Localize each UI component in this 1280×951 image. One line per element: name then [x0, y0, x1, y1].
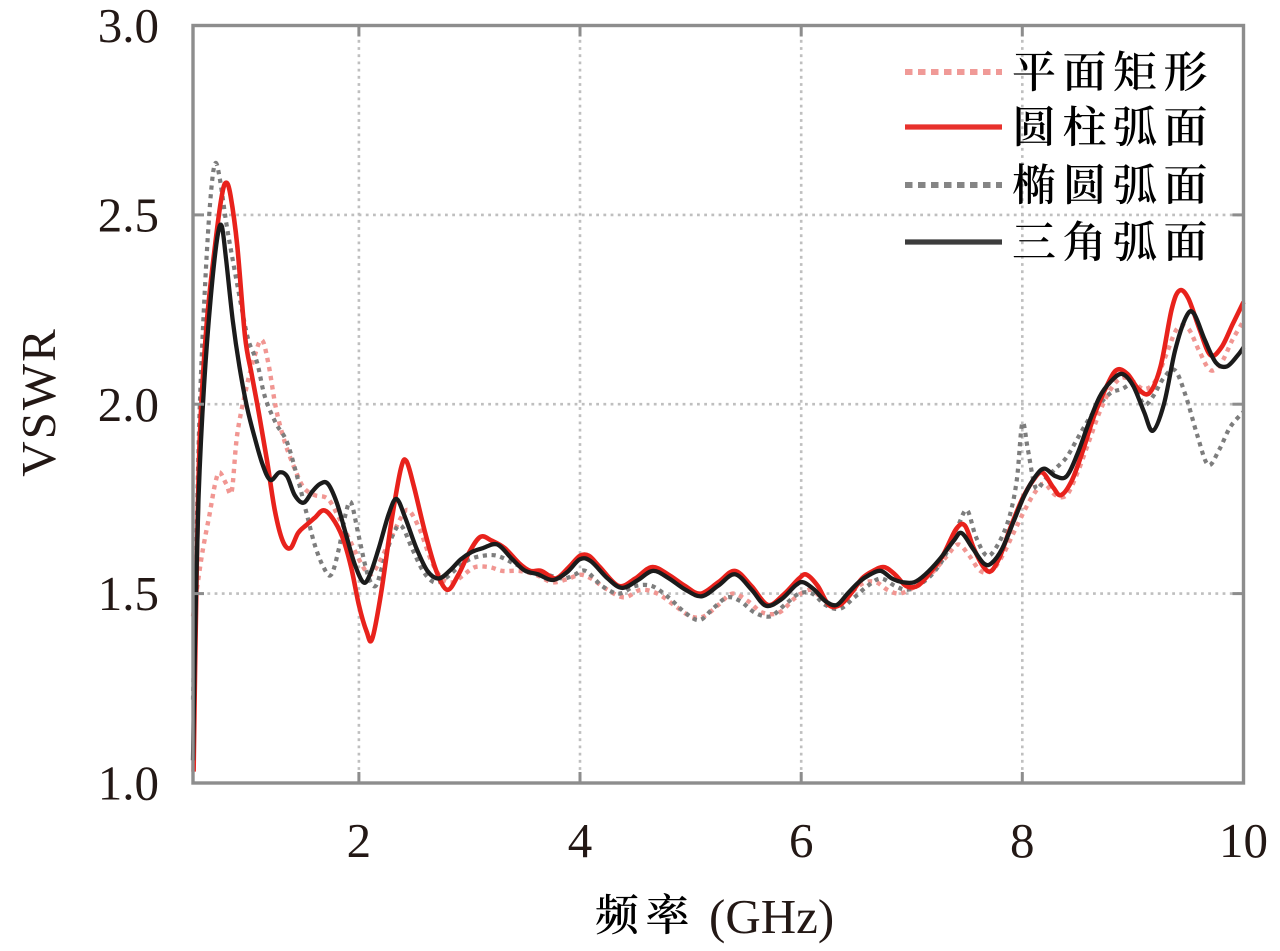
svg-text:2.0: 2.0 — [98, 377, 159, 432]
svg-text:8: 8 — [1010, 813, 1035, 868]
svg-text:(GHz): (GHz) — [709, 889, 834, 944]
svg-text:2: 2 — [347, 813, 372, 868]
svg-text:VSWR: VSWR — [11, 327, 66, 477]
svg-text:3.0: 3.0 — [98, 0, 159, 53]
svg-text:1.5: 1.5 — [98, 566, 159, 621]
svg-text:6: 6 — [789, 813, 814, 868]
svg-text:1.0: 1.0 — [98, 756, 159, 811]
svg-text:10: 10 — [1219, 813, 1268, 868]
svg-text:4: 4 — [568, 813, 593, 868]
svg-text:2.5: 2.5 — [98, 187, 159, 242]
